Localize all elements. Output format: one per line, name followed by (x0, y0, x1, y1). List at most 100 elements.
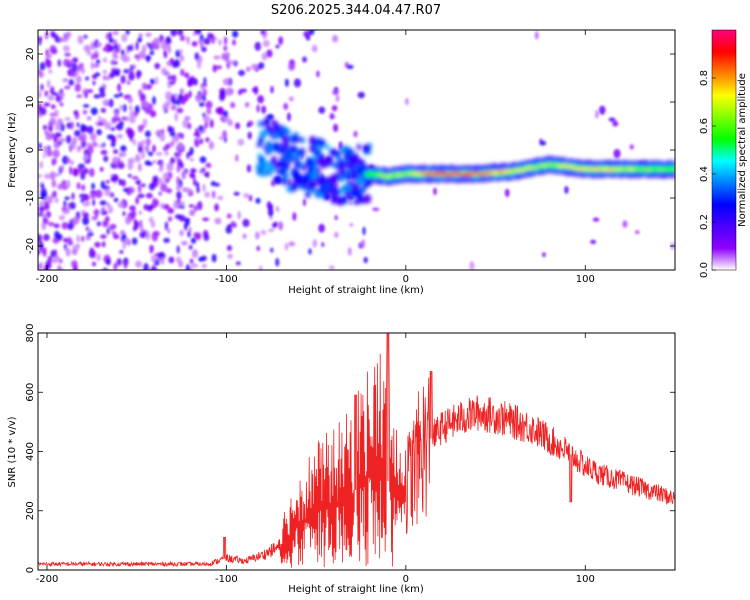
spectrogram-speckle (255, 231, 260, 240)
spectrogram-speckle (49, 44, 57, 54)
spectrogram-speckle (167, 207, 175, 214)
spectrogram-speckle (152, 159, 157, 164)
spectrogram-speckle (65, 247, 71, 257)
spectrogram-speckle (124, 116, 130, 122)
spectrogram-speckle (160, 257, 165, 265)
spectrogram-y-ticks: -20 -10 0 10 20 (25, 48, 675, 254)
spectrogram-speckle (103, 188, 112, 197)
spectrogram-speckle (357, 91, 365, 99)
spectrogram-speckle (214, 203, 219, 212)
spectrogram-signal-blob (356, 143, 361, 151)
spectrogram-speckle (169, 80, 175, 86)
spectrogram-speckle (227, 60, 235, 65)
spectrogram-speckle (152, 175, 159, 184)
spectrogram-speckle (230, 102, 236, 109)
spectrogram-speckle (198, 101, 205, 107)
spectrogram-speckle (188, 244, 193, 250)
snr-x-tick-label: -200 (36, 574, 59, 585)
spectrogram-speckle (135, 260, 143, 268)
spectrogram-speckle (177, 197, 181, 204)
spectrogram-speckle (168, 126, 175, 133)
spectrogram-speckle (198, 125, 204, 133)
spectrogram-signal-blob (307, 181, 315, 190)
spectrogram-speckle (39, 201, 43, 207)
spectrogram-speckle (261, 105, 267, 114)
spectrogram-speckle (362, 226, 366, 236)
spectrogram-speckle (159, 34, 164, 43)
spectrogram-speckle (95, 59, 101, 65)
spectrogram-speckle (246, 123, 251, 128)
spectrogram-speckle (72, 57, 79, 63)
spectrogram-speckle (42, 218, 49, 225)
spectrogram-speckle (85, 226, 90, 231)
spectrogram-speckle (145, 231, 151, 241)
spectrogram-speckle (227, 119, 234, 127)
spectrogram-speckle (60, 164, 65, 173)
spectrogram-speckle (125, 55, 131, 63)
spectrogram-speckle (99, 166, 104, 172)
spectrogram-speckle (178, 49, 183, 54)
spectrogram-speckle (94, 208, 99, 218)
spectrogram-speckle (361, 239, 366, 248)
spectrogram-speckle (113, 262, 118, 270)
spectrogram-speckle (634, 230, 640, 235)
spectrogram-speckle (102, 99, 110, 106)
spectrogram-speckle (75, 75, 82, 84)
snr-y-label: SNR (10 * v/v) (7, 416, 18, 487)
spectrogram-speckle (164, 221, 169, 231)
spectrogram-signal-blob (350, 167, 356, 175)
spectrogram-signal-blob (289, 182, 296, 188)
spectrogram-speckle (590, 239, 597, 245)
spectrogram-speckle (179, 54, 185, 62)
spectrogram-speckle (90, 107, 98, 116)
colorbar-bar (711, 29, 737, 271)
spectrogram-speckle (208, 140, 215, 150)
spectrogram-speckle (131, 237, 138, 245)
spectrogram-speckle (127, 96, 133, 104)
snr-series (38, 333, 675, 568)
spectrogram-y-tick-label: 10 (25, 96, 36, 109)
spectrogram-signal-blob (339, 162, 346, 169)
spectrogram-speckle (232, 30, 239, 38)
spectrogram-speckle (183, 93, 189, 102)
spectrogram-speckle (94, 241, 101, 248)
spectrogram-speckle (308, 248, 312, 255)
spectrogram-speckle (135, 180, 140, 185)
spectrogram-speckle (179, 132, 184, 140)
spectrogram-y-tick-label: -10 (25, 190, 36, 206)
spectrogram-signal-blob (315, 148, 321, 157)
spectrogram-speckle (72, 167, 78, 177)
spectrogram-speckle (146, 54, 150, 63)
spectrogram-speckle (334, 231, 339, 239)
spectrogram-speckle (150, 254, 157, 263)
spectrogram-speckle (72, 264, 78, 270)
spectrogram-speckle (46, 79, 51, 89)
spectrogram-speckle (287, 112, 291, 122)
spectrogram-signal-blob (328, 175, 338, 186)
spectrogram-speckle (99, 200, 107, 206)
spectrogram-speckle (130, 210, 137, 218)
spectrogram-speckle (63, 200, 67, 207)
spectrogram-speckle (433, 187, 437, 196)
spectrogram-speckle (57, 233, 63, 241)
spectrogram-speckle (82, 201, 90, 207)
spectrogram-speckle (278, 221, 284, 231)
spectrogram-speckle (242, 218, 250, 228)
snr-line (38, 333, 675, 568)
spectrogram-speckle (142, 100, 149, 109)
spectrogram-speckle (43, 201, 50, 211)
spectrogram-speckle (145, 138, 151, 146)
spectrogram-speckle (214, 182, 221, 187)
spectrogram-speckle (167, 228, 171, 234)
spectrogram-speckle (42, 213, 47, 218)
spectrogram-speckle (256, 245, 261, 252)
spectrogram-speckle (155, 151, 163, 156)
spectrogram-speckle (53, 136, 59, 143)
spectrogram-signal-band (255, 116, 675, 206)
spectrogram-speckle (194, 30, 200, 35)
spectrogram-speckle (103, 155, 109, 162)
spectrogram-speckle (100, 180, 106, 189)
spectrogram-speckle (622, 220, 628, 228)
spectrogram-speckle (178, 201, 185, 207)
